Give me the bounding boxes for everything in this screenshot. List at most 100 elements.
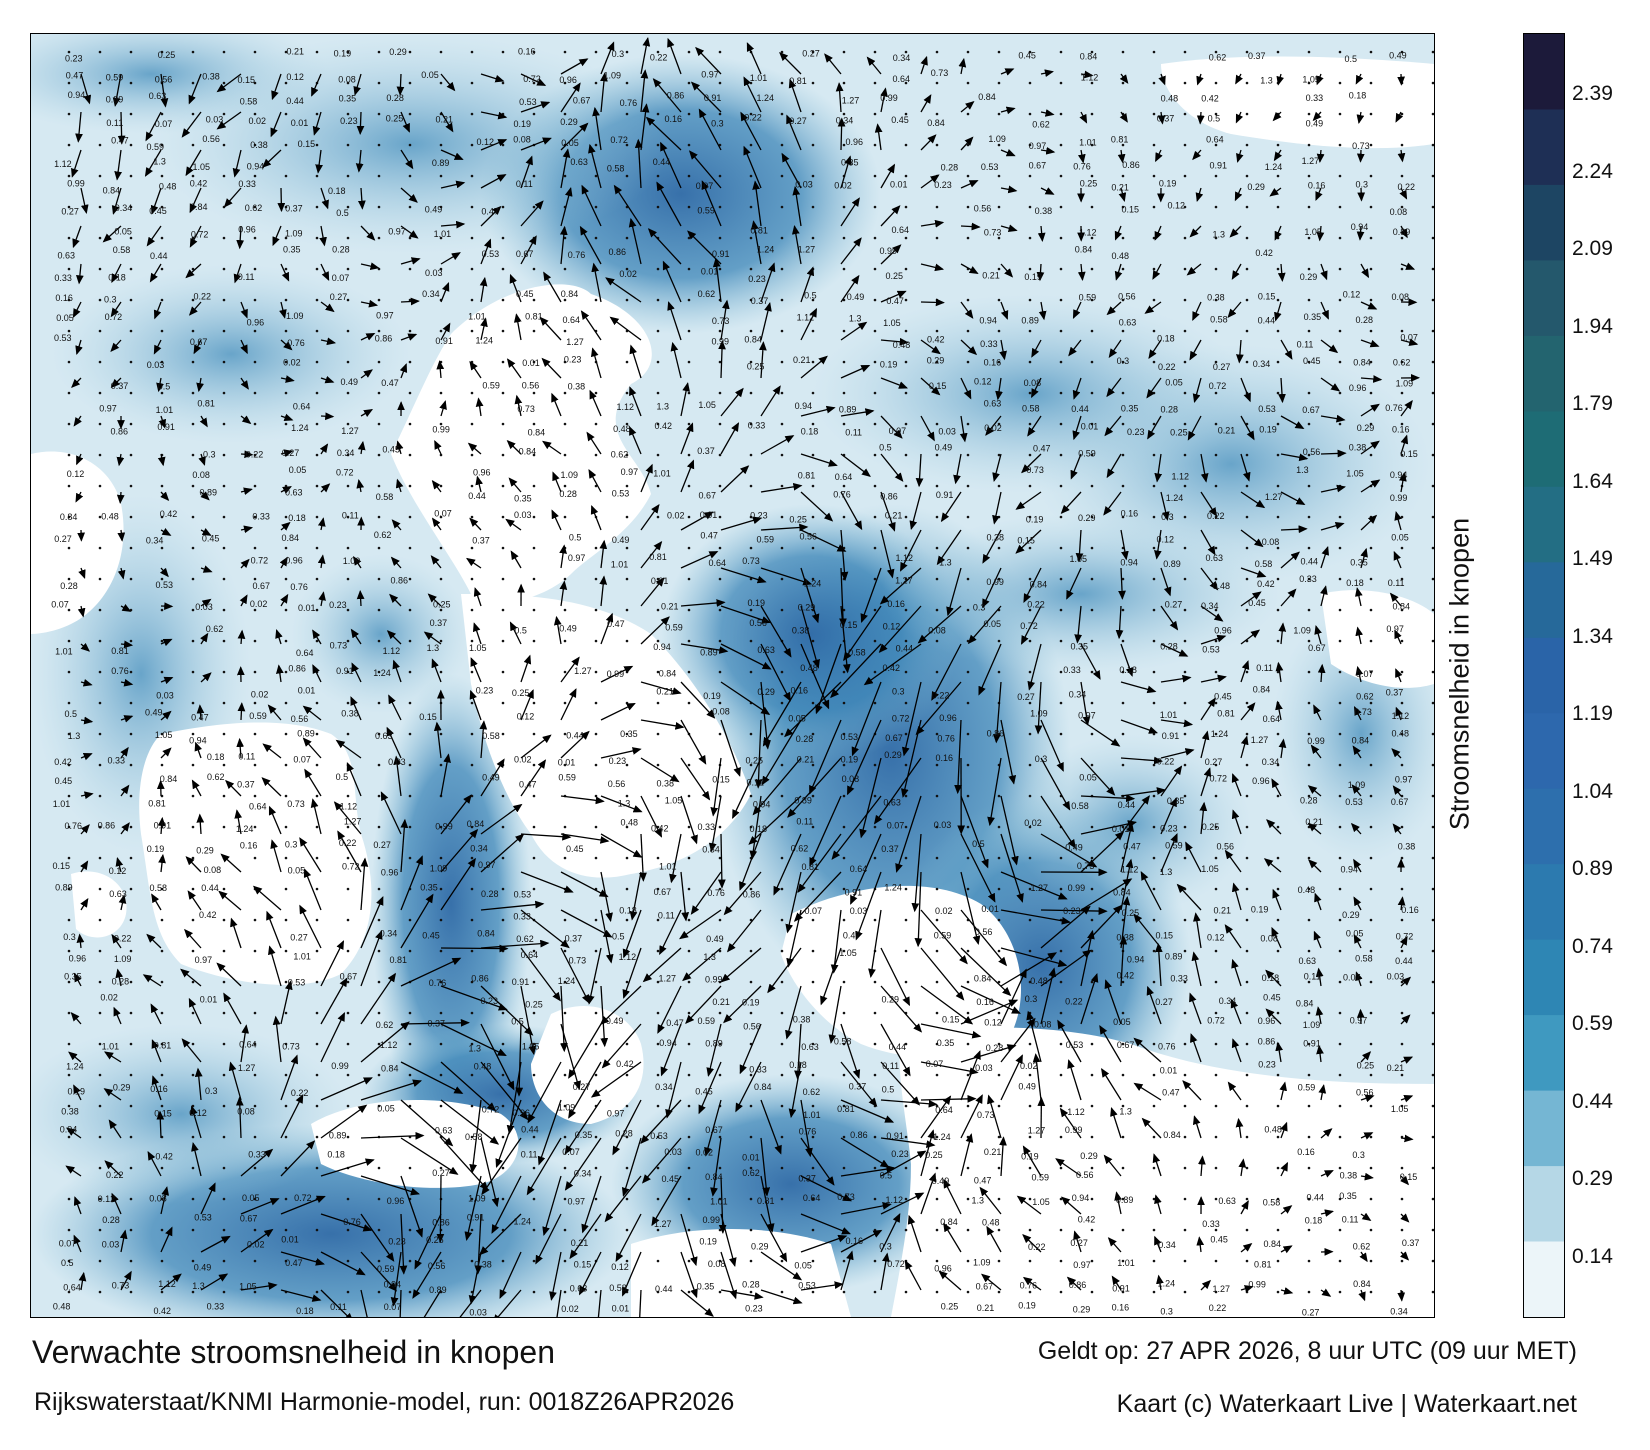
speed-value-label: 0.16 (240, 840, 258, 850)
grid-dot (1338, 701, 1342, 705)
current-arrow (159, 567, 169, 578)
grid-dot (997, 484, 1001, 488)
grid-dot (780, 670, 784, 674)
speed-value-label: 0.29 (757, 687, 775, 697)
speed-value-label: 0.47 (843, 931, 861, 941)
speed-value-label: 0.27 (802, 48, 820, 58)
speed-value-label: 0.48 (474, 1062, 492, 1072)
grid-dot (1090, 1259, 1094, 1263)
speed-value-label: 0.73 (1352, 141, 1370, 151)
grid-dot (1245, 794, 1249, 798)
grid-dot (67, 205, 71, 209)
grid-dot (315, 391, 319, 395)
current-arrow (509, 621, 522, 645)
current-arrow (239, 594, 248, 607)
grid-dot (1214, 1135, 1218, 1139)
grid-dot (1338, 1104, 1342, 1108)
speed-value-label: 0.86 (98, 820, 116, 830)
grid-dot (1090, 980, 1094, 984)
grid-dot (98, 887, 102, 891)
grid-dot (842, 949, 846, 953)
grid-dot (966, 980, 970, 984)
speed-value-label: 0.37 (849, 1082, 867, 1092)
colorbar-tick-label: 1.34 (1572, 624, 1613, 648)
grid-dot (377, 577, 381, 581)
grid-dot (1183, 794, 1187, 798)
speed-value-label: 0.47 (111, 136, 129, 146)
grid-dot (284, 825, 288, 829)
grid-dot (160, 515, 164, 519)
grid-dot (129, 143, 133, 147)
grid-dot (1090, 670, 1094, 674)
speed-value-label: 0.38 (1340, 1170, 1358, 1180)
grid-dot (98, 236, 102, 240)
grid-dot (1431, 267, 1434, 271)
speed-value-label: 0.86 (471, 973, 489, 983)
speed-value-label: 0.81 (390, 955, 408, 965)
speed-value-label: 0.72 (294, 1193, 312, 1203)
speed-value-label: 0.08 (712, 707, 730, 717)
speed-value-label: 0.64 (709, 558, 727, 568)
grid-dot (935, 360, 939, 364)
grid-dot (780, 1228, 784, 1232)
grid-dot (594, 298, 598, 302)
grid-dot (532, 794, 536, 798)
speed-value-label: 0.42 (651, 824, 669, 834)
grid-dot (687, 1135, 691, 1139)
grid-dot (904, 50, 908, 54)
current-arrow (800, 491, 834, 522)
speed-value-label: 0.02 (247, 1239, 265, 1249)
speed-value-label: 0.84 (190, 202, 208, 212)
speed-value-label: 1.01 (611, 560, 629, 570)
grid-dot (532, 887, 536, 891)
speed-value-label: 0.18 (328, 186, 346, 196)
current-arrow (1068, 339, 1082, 357)
speed-value-label: 0.08 (192, 470, 210, 480)
grid-dot (997, 143, 1001, 147)
speed-value-label: 0.11 (330, 1302, 347, 1312)
grid-dot (1245, 515, 1249, 519)
speed-value-label: 0.25 (426, 1235, 444, 1245)
speed-value-label: 0.21 (656, 686, 674, 696)
grid-dot (67, 856, 71, 860)
land-south-bottom (631, 1229, 851, 1317)
grid-dot (811, 515, 815, 519)
grid-dot (1028, 1228, 1032, 1232)
grid-dot (997, 205, 1001, 209)
speed-value-label: 0.5 (65, 709, 78, 719)
land-west-coast (31, 451, 124, 634)
grid-dot (129, 1166, 133, 1170)
grid-dot (749, 670, 753, 674)
grid-dot (625, 1073, 629, 1077)
grid-dot (656, 422, 660, 426)
grid-dot (625, 1042, 629, 1046)
grid-dot (501, 298, 505, 302)
speed-value-label: 0.97 (1029, 141, 1047, 151)
current-arrow (400, 257, 421, 265)
grid-dot (346, 701, 350, 705)
grid-dot (1338, 81, 1342, 85)
speed-value-label: 0.22 (1027, 599, 1045, 609)
grid-dot (346, 856, 350, 860)
current-arrow (559, 544, 567, 569)
speed-value-label: 1.01 (1117, 1258, 1135, 1268)
speed-value-label: 0.86 (743, 889, 761, 899)
grid-dot (315, 112, 319, 116)
speed-value-label: 0.72 (1209, 381, 1227, 391)
grid-dot (966, 1166, 970, 1170)
grid-dot (873, 1290, 877, 1294)
grid-dot (625, 1166, 629, 1170)
speed-value-label: 0.58 (376, 492, 394, 502)
current-arrow (1227, 301, 1242, 318)
current-arrow (356, 479, 365, 493)
grid-dot (966, 236, 970, 240)
current-arrow (1080, 681, 1091, 726)
speed-value-label: 0.07 (434, 509, 452, 519)
grid-dot (966, 1259, 970, 1263)
current-arrow (223, 187, 242, 208)
current-arrow (198, 453, 206, 466)
speed-value-label: 0.19 (1026, 514, 1044, 524)
grid-dot (935, 1166, 939, 1170)
grid-dot (966, 608, 970, 612)
grid-dot (1121, 515, 1125, 519)
